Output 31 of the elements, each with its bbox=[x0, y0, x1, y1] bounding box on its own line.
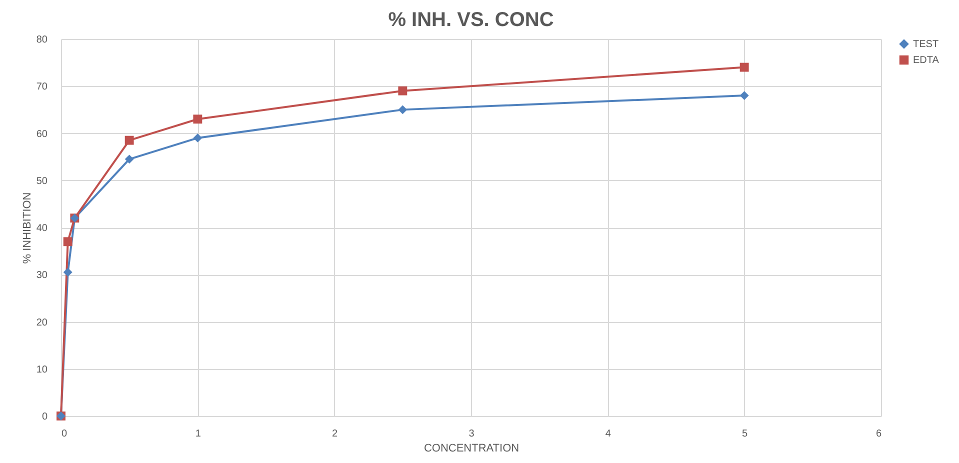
y-tick-label: 40 bbox=[36, 223, 48, 234]
y-tick-label: 50 bbox=[36, 176, 48, 187]
y-tick-label: 70 bbox=[36, 82, 48, 93]
legend-label: TEST bbox=[913, 39, 939, 50]
point bbox=[124, 136, 134, 145]
x-tick-label: 3 bbox=[468, 428, 475, 440]
x-tick-label: 1 bbox=[195, 428, 202, 440]
x-tick-label: 2 bbox=[332, 428, 338, 440]
x-tick-label: 0 bbox=[62, 428, 68, 440]
x-tick-label: 5 bbox=[742, 428, 748, 440]
chart-title: % INH. VS. CONC bbox=[388, 9, 554, 31]
y-axis-title: % INHIBITION bbox=[21, 192, 34, 264]
point bbox=[740, 62, 749, 72]
point bbox=[124, 154, 134, 164]
point bbox=[398, 86, 408, 96]
point bbox=[398, 105, 408, 114]
x-tick-label: 4 bbox=[605, 428, 612, 440]
point bbox=[193, 133, 202, 142]
x-axis-title: CONCENTRATION bbox=[424, 442, 520, 454]
point bbox=[740, 91, 749, 100]
legend-label: EDTA bbox=[913, 55, 940, 66]
point bbox=[193, 114, 202, 124]
point bbox=[63, 268, 72, 277]
y-tick-label: 30 bbox=[36, 270, 48, 282]
y-tick-label: 10 bbox=[36, 364, 48, 376]
point bbox=[63, 237, 72, 246]
x-tick-label: 6 bbox=[876, 428, 882, 440]
y-tick-label: 20 bbox=[36, 317, 48, 328]
y-tick-label: 60 bbox=[36, 128, 48, 140]
y-tick-label: 80 bbox=[36, 34, 48, 46]
y-tick-label: 0 bbox=[42, 412, 48, 422]
